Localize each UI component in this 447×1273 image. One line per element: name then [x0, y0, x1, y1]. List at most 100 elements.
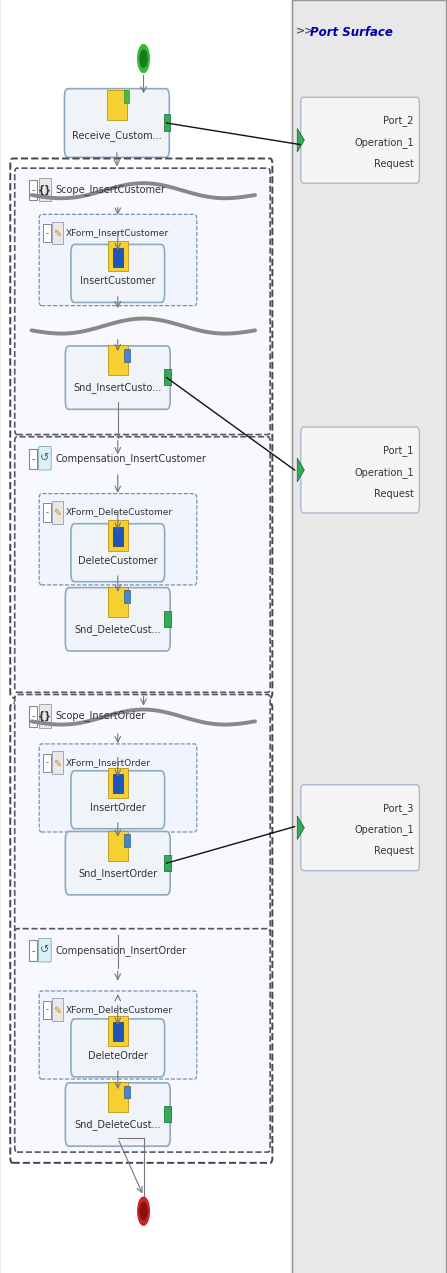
Text: ↺: ↺	[40, 945, 50, 955]
FancyBboxPatch shape	[65, 1083, 170, 1146]
FancyBboxPatch shape	[71, 770, 164, 829]
Text: Compensation_InsertOrder: Compensation_InsertOrder	[55, 945, 186, 956]
FancyBboxPatch shape	[108, 831, 128, 861]
FancyBboxPatch shape	[51, 502, 63, 523]
FancyBboxPatch shape	[64, 89, 169, 158]
Text: Port Surface: Port Surface	[310, 27, 393, 39]
FancyBboxPatch shape	[39, 494, 197, 584]
Text: Scope_InsertCustomer: Scope_InsertCustomer	[55, 185, 165, 195]
Text: Port_1: Port_1	[383, 446, 413, 456]
FancyBboxPatch shape	[301, 426, 419, 513]
Text: ✎: ✎	[53, 1006, 61, 1016]
Text: DeleteCustomer: DeleteCustomer	[78, 555, 158, 565]
Text: >>: >>	[296, 27, 314, 37]
Circle shape	[140, 50, 147, 67]
Text: -: -	[31, 185, 35, 195]
Text: -: -	[46, 1006, 48, 1015]
FancyBboxPatch shape	[107, 89, 127, 120]
FancyBboxPatch shape	[51, 998, 63, 1021]
FancyBboxPatch shape	[113, 527, 122, 546]
FancyBboxPatch shape	[39, 704, 51, 728]
Text: Operation_1: Operation_1	[354, 137, 413, 148]
Circle shape	[138, 45, 149, 73]
Text: XForm_InsertOrder: XForm_InsertOrder	[65, 757, 150, 766]
Polygon shape	[297, 129, 304, 151]
Text: XForm_DeleteCustomer: XForm_DeleteCustomer	[65, 508, 173, 517]
Text: Port_3: Port_3	[383, 803, 413, 813]
FancyBboxPatch shape	[65, 831, 170, 895]
FancyBboxPatch shape	[113, 1022, 122, 1041]
Text: ✎: ✎	[53, 229, 61, 238]
FancyBboxPatch shape	[124, 591, 130, 603]
FancyBboxPatch shape	[108, 345, 128, 376]
Text: Request: Request	[374, 847, 413, 857]
FancyBboxPatch shape	[43, 754, 51, 771]
Circle shape	[140, 1203, 147, 1220]
Text: -: -	[31, 946, 35, 956]
Circle shape	[138, 1197, 149, 1225]
FancyBboxPatch shape	[39, 178, 51, 201]
Text: Port_2: Port_2	[383, 116, 413, 126]
FancyBboxPatch shape	[15, 695, 270, 939]
Text: Scope_InsertOrder: Scope_InsertOrder	[55, 710, 145, 722]
FancyBboxPatch shape	[301, 97, 419, 183]
Text: Compensation_InsertCustomer: Compensation_InsertCustomer	[55, 453, 206, 463]
FancyBboxPatch shape	[164, 369, 171, 386]
Text: {}: {}	[38, 710, 52, 721]
FancyBboxPatch shape	[51, 222, 63, 244]
FancyBboxPatch shape	[65, 588, 170, 651]
FancyBboxPatch shape	[39, 743, 197, 833]
FancyBboxPatch shape	[164, 611, 171, 626]
FancyBboxPatch shape	[29, 707, 38, 727]
FancyBboxPatch shape	[108, 1016, 128, 1045]
Text: Snd_DeleteCust...: Snd_DeleteCust...	[75, 624, 161, 635]
FancyBboxPatch shape	[15, 929, 270, 1152]
Polygon shape	[297, 458, 304, 481]
FancyBboxPatch shape	[292, 0, 446, 1273]
Text: ✎: ✎	[53, 508, 61, 518]
FancyBboxPatch shape	[71, 523, 164, 582]
FancyBboxPatch shape	[108, 1082, 128, 1113]
Text: -: -	[31, 453, 35, 463]
Text: InsertCustomer: InsertCustomer	[80, 276, 156, 286]
Text: Operation_1: Operation_1	[354, 467, 413, 477]
FancyBboxPatch shape	[29, 448, 38, 468]
FancyBboxPatch shape	[43, 1001, 51, 1018]
Text: InsertOrder: InsertOrder	[90, 803, 146, 812]
Text: Receive_Custom...: Receive_Custom...	[72, 130, 162, 141]
FancyBboxPatch shape	[108, 768, 128, 798]
FancyBboxPatch shape	[108, 521, 128, 550]
Text: DeleteOrder: DeleteOrder	[88, 1050, 148, 1060]
FancyBboxPatch shape	[301, 784, 419, 871]
Text: -: -	[46, 508, 48, 517]
Text: ↺: ↺	[40, 453, 50, 463]
FancyBboxPatch shape	[113, 248, 122, 267]
FancyBboxPatch shape	[108, 587, 128, 617]
FancyBboxPatch shape	[65, 346, 170, 410]
Text: Snd_InsertOrder: Snd_InsertOrder	[78, 868, 157, 878]
FancyBboxPatch shape	[39, 447, 51, 470]
Text: -: -	[46, 229, 48, 238]
Text: -: -	[31, 712, 35, 722]
Text: Request: Request	[374, 489, 413, 499]
FancyBboxPatch shape	[39, 214, 197, 306]
FancyBboxPatch shape	[164, 1106, 171, 1122]
FancyBboxPatch shape	[51, 751, 63, 774]
FancyBboxPatch shape	[71, 1018, 164, 1077]
FancyBboxPatch shape	[43, 503, 51, 522]
FancyBboxPatch shape	[113, 774, 122, 793]
Text: Operation_1: Operation_1	[354, 825, 413, 835]
FancyBboxPatch shape	[39, 990, 197, 1080]
Text: Request: Request	[374, 159, 413, 169]
FancyBboxPatch shape	[124, 349, 130, 362]
FancyBboxPatch shape	[29, 941, 38, 961]
FancyBboxPatch shape	[164, 854, 171, 871]
FancyBboxPatch shape	[124, 834, 130, 847]
FancyBboxPatch shape	[1, 0, 292, 1273]
Text: {}: {}	[38, 185, 52, 195]
FancyBboxPatch shape	[39, 938, 51, 962]
Polygon shape	[297, 816, 304, 839]
Text: Snd_DeleteCust...: Snd_DeleteCust...	[75, 1119, 161, 1130]
FancyBboxPatch shape	[15, 437, 270, 693]
FancyBboxPatch shape	[29, 179, 38, 200]
